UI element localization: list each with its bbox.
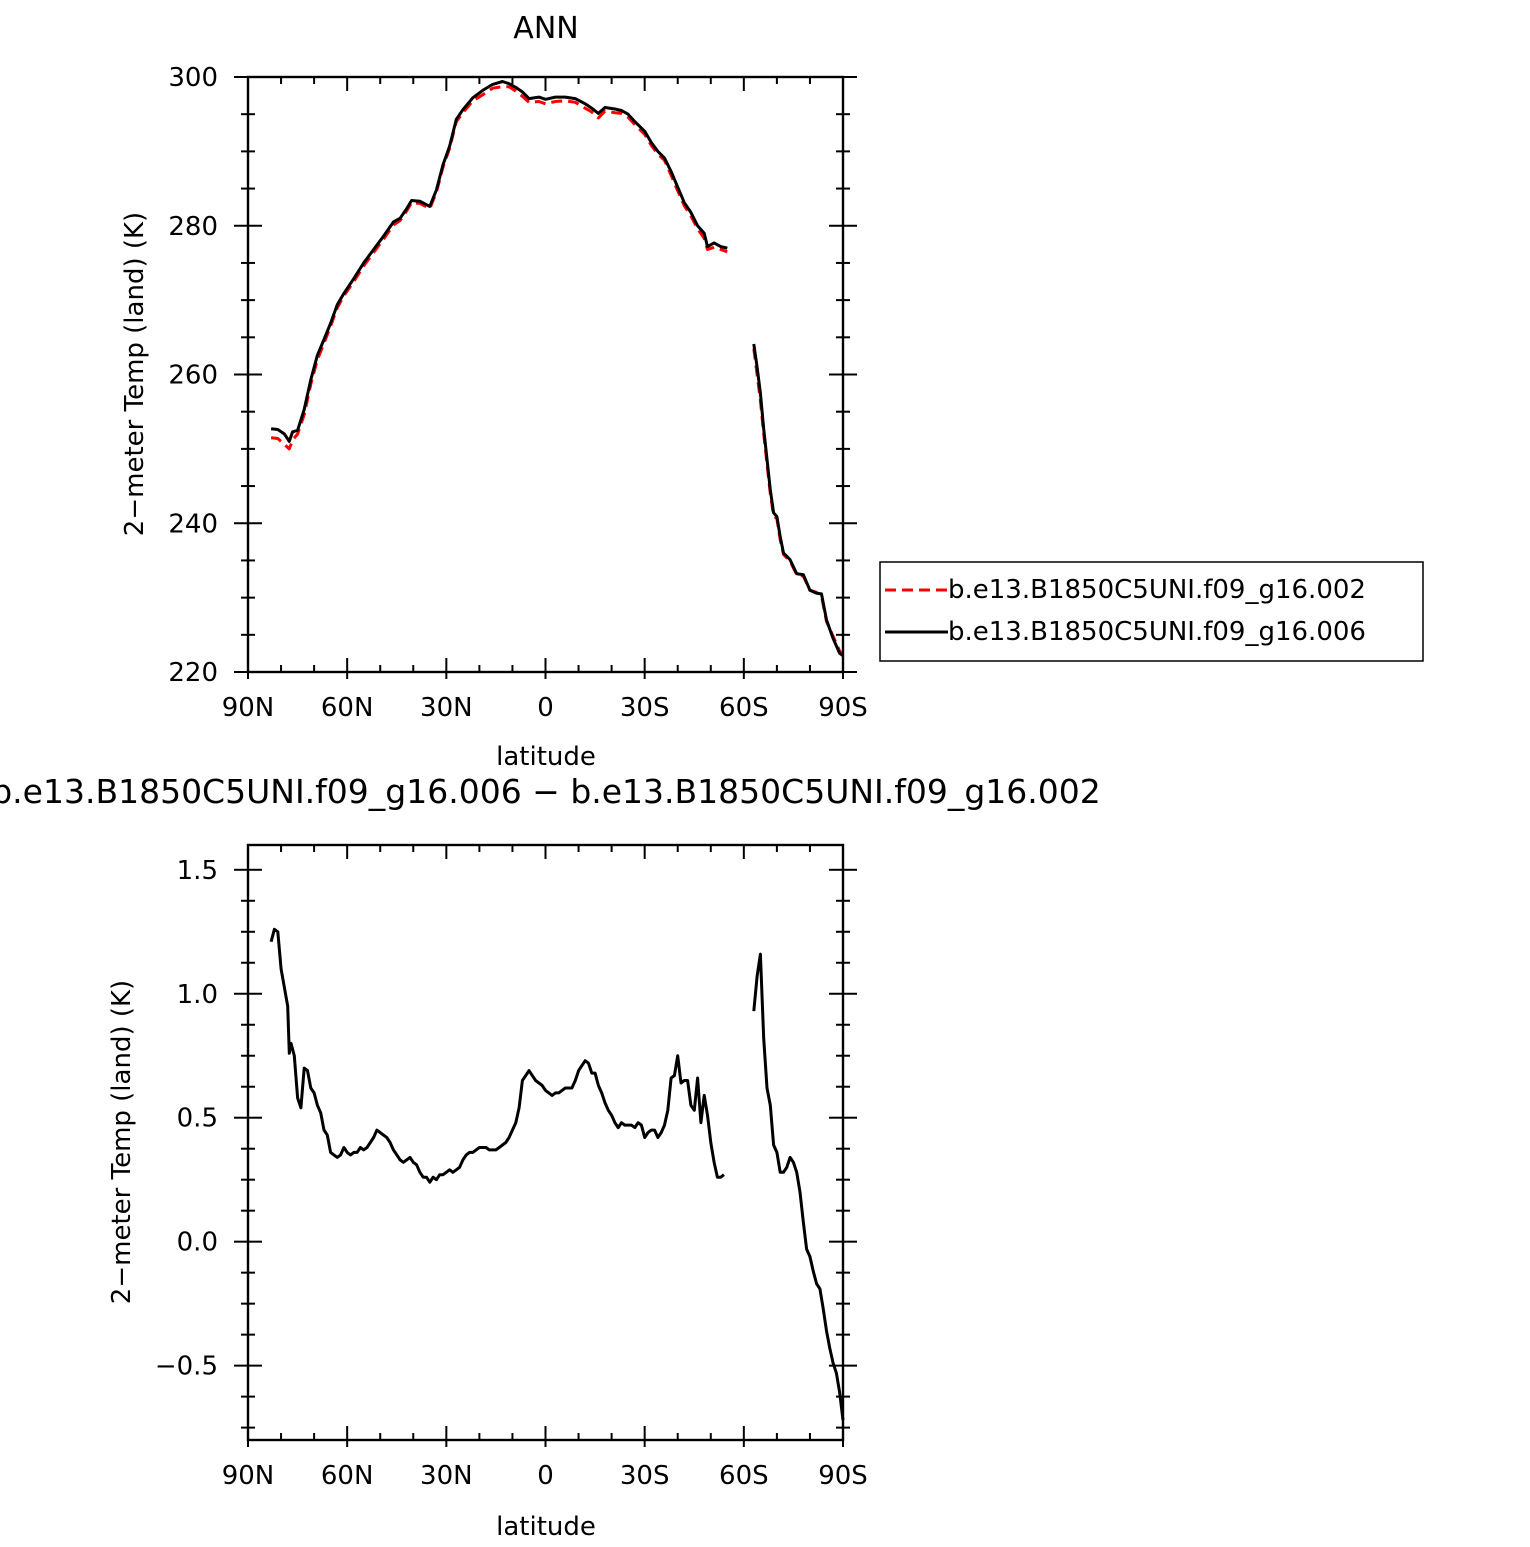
top-y-tick-label: 280: [168, 212, 218, 242]
bottom-x-tick-label: 60N: [321, 1461, 374, 1491]
top-series-2-segment-1: [270, 80, 728, 443]
top-series-1-segment-1: [270, 85, 728, 451]
bottom-y-tick-label: 0.0: [177, 1228, 218, 1258]
top-x-tick-label: 0: [537, 693, 554, 723]
top-series-1-segment-2: [752, 348, 844, 656]
bottom-y-tick-label: −0.5: [155, 1352, 218, 1382]
top-plot-area: 90N 60N 30N 0 30S 60S 90S 220 240 260 280 300: [168, 63, 867, 723]
bottom-x-axis-label: latitude: [496, 1512, 596, 1542]
top-y-tick-label: 240: [168, 509, 218, 539]
bottom-series-1-segment-2: [752, 952, 845, 1421]
top-panel: ANN 90N 60N 30N 0 30S 60S 90S 220 240 260 280 300 l…: [120, 11, 1424, 772]
top-y-axis-label: 2−meter Temp (land) (K): [120, 212, 150, 536]
bottom-y-tick-label: 1.5: [177, 856, 218, 886]
top-x-tick-label: 60N: [321, 693, 374, 723]
top-series-2-segment-2: [752, 343, 844, 657]
bottom-x-tick-label: 90N: [222, 1461, 275, 1491]
top-plot-frame: [246, 75, 845, 674]
bottom-title: b.e13.B1850C5UNI.f09_g16.006 − b.e13.B18…: [0, 772, 1101, 811]
bottom-x-tick-label: 0: [537, 1461, 554, 1491]
bottom-x-tick-label: 30S: [620, 1461, 670, 1491]
top-y-tick-label: 220: [168, 658, 218, 688]
top-x-tick-label: 60S: [719, 693, 769, 723]
top-x-tick-label: 30N: [420, 693, 473, 723]
legend-label-series-2: b.e13.B1850C5UNI.f09_g16.006: [948, 617, 1366, 647]
bottom-plot-frame: [246, 843, 845, 1442]
bottom-series-1-segment-1: [269, 927, 725, 1184]
legend-label-series-1: b.e13.B1850C5UNI.f09_g16.002: [948, 575, 1366, 605]
top-title: ANN: [513, 11, 578, 46]
legend-box: [879, 561, 1424, 662]
bottom-y-tick-label: 0.5: [177, 1104, 218, 1134]
top-y-tick-label: 300: [168, 63, 218, 93]
top-x-tick-label: 90N: [222, 693, 275, 723]
bottom-x-tick-label: 60S: [719, 1461, 769, 1491]
bottom-y-tick-label: 1.0: [177, 980, 218, 1010]
top-x-tick-label: 90S: [818, 693, 868, 723]
bottom-x-tick-label: 30N: [420, 1461, 473, 1491]
top-x-tick-label: 30S: [620, 693, 670, 723]
bottom-x-tick-label: 90S: [818, 1461, 868, 1491]
top-x-axis-label: latitude: [496, 742, 596, 772]
bottom-panel: b.e13.B1850C5UNI.f09_g16.006 − b.e13.B18…: [0, 772, 1101, 1542]
legend: b.e13.B1850C5UNI.f09_g16.002 b.e13.B1850…: [879, 561, 1424, 662]
top-y-tick-label: 260: [168, 361, 218, 391]
bottom-y-axis-label: 2−meter Temp (land) (K): [107, 980, 137, 1304]
bottom-plot-area: 90N 60N 30N 0 30S 60S 90S −0.5 0.0 0.5 1.0 1.5: [155, 845, 868, 1491]
